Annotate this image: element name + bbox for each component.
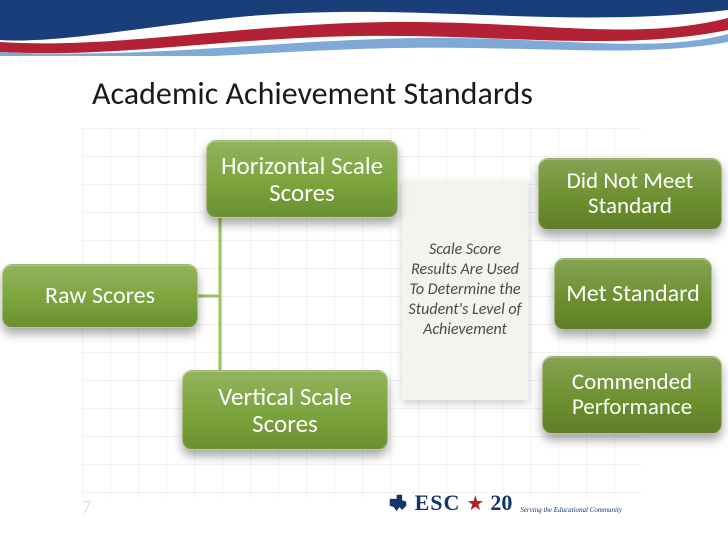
node-did-not-meet: Did Not Meet Standard bbox=[538, 158, 722, 230]
node-label: Commended Performance bbox=[553, 370, 711, 421]
center-explainer-text: Scale Score Results Are Used To Determin… bbox=[406, 240, 524, 340]
node-label: Met Standard bbox=[566, 281, 699, 307]
node-horizontal-scale-scores: Horizontal Scale Scores bbox=[206, 140, 398, 218]
node-vertical-scale-scores: Vertical Scale Scores bbox=[182, 370, 388, 450]
node-label: Did Not Meet Standard bbox=[549, 169, 711, 220]
node-met-standard: Met Standard bbox=[554, 258, 712, 330]
texas-icon bbox=[387, 492, 409, 514]
esc20-logo: ESC ★ 20 Serving the Educational Communi… bbox=[387, 490, 622, 516]
logo-20-text: 20 bbox=[490, 490, 512, 516]
logo-esc-text: ESC bbox=[415, 490, 461, 516]
page-number: 7 bbox=[82, 496, 91, 518]
logo-tagline: Serving the Educational Community bbox=[520, 506, 622, 514]
logo-star-icon: ★ bbox=[466, 491, 484, 516]
node-label: Vertical Scale Scores bbox=[193, 383, 377, 438]
node-commended: Commended Performance bbox=[542, 356, 722, 434]
node-label: Raw Scores bbox=[45, 283, 155, 309]
node-label: Horizontal Scale Scores bbox=[217, 152, 387, 207]
slide-stage: Academic Achievement Standards Scale Sco… bbox=[0, 0, 728, 546]
center-explainer: Scale Score Results Are Used To Determin… bbox=[402, 180, 528, 400]
node-raw-scores: Raw Scores bbox=[2, 264, 198, 328]
